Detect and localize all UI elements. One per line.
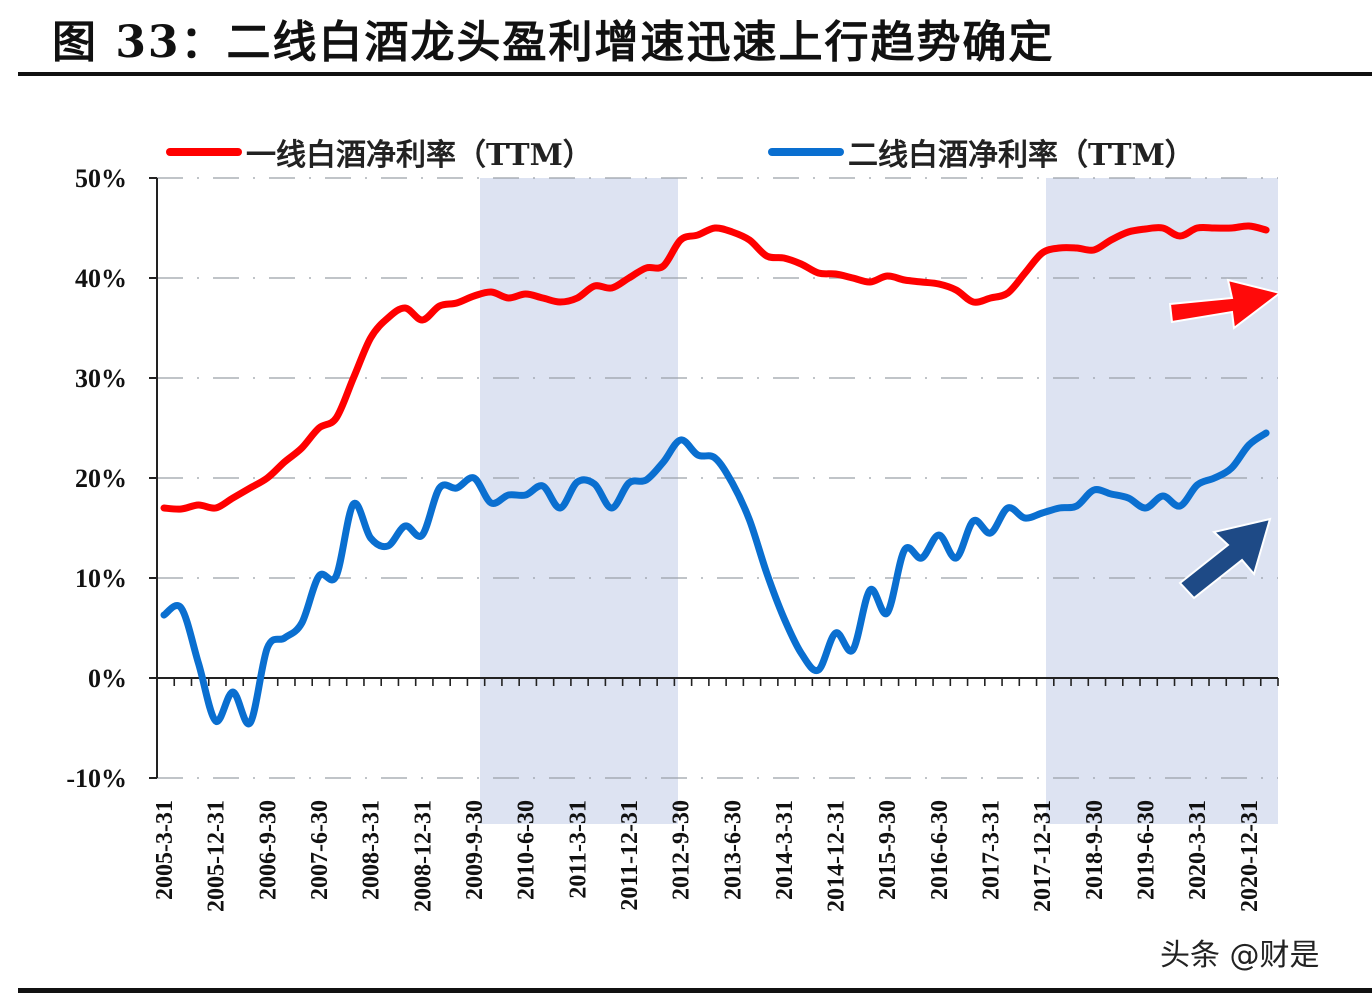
legend-item-tier2: 二线白酒净利率（TTM）	[768, 132, 1195, 173]
gridlines	[157, 177, 1278, 779]
series-line-tier1	[160, 222, 1270, 513]
y-tick-label: -10%	[66, 764, 127, 793]
x-tick-label: 2008-12-31	[410, 800, 436, 912]
x-axis-labels: 2005-3-31 2005-12-31 2006-9-30 2007-6-30 200…	[152, 800, 1263, 912]
x-tick-label: 2017-3-31	[979, 800, 1005, 900]
bottom-divider	[18, 988, 1372, 993]
x-tick-label: 2005-12-31	[204, 800, 230, 912]
x-tick-label: 2015-9-30	[875, 800, 901, 900]
x-tick-label: 2006-9-30	[255, 800, 281, 900]
trend-arrows	[1168, 278, 1283, 600]
red-arrow-icon	[1168, 278, 1283, 330]
x-tick-label: 2018-9-30	[1082, 800, 1108, 900]
series-lines	[160, 222, 1270, 728]
x-tick-label: 2008-3-31	[359, 800, 385, 900]
y-tick-label: 10%	[75, 564, 127, 593]
y-tick-label: 0%	[88, 664, 127, 693]
legend-item-tier1: 一线白酒净利率（TTM）	[166, 132, 593, 173]
x-tick-label: 2014-12-31	[824, 800, 850, 912]
x-tick-label: 2017-12-31	[1030, 800, 1056, 912]
legend-label-tier1: 一线白酒净利率（TTM）	[246, 138, 593, 173]
x-tick-label: 2020-3-31	[1185, 800, 1211, 900]
x-tick-label: 2020-12-31	[1237, 800, 1263, 912]
title-divider	[18, 72, 1372, 76]
legend-swatch-blue	[768, 148, 844, 156]
x-tick-label: 2005-3-31	[152, 800, 178, 900]
watermark: 头条 @财是	[1160, 938, 1320, 973]
axes	[149, 177, 1279, 779]
x-tick-label: 2019-6-30	[1134, 800, 1160, 900]
y-tick-label: 50%	[75, 164, 127, 193]
x-tick-label: 2014-3-31	[772, 800, 798, 900]
x-tick-label: 2016-6-30	[927, 800, 953, 900]
series-line-tier2	[160, 429, 1270, 728]
x-tick-label: 2013-6-30	[720, 800, 746, 900]
x-tick-label: 2011-3-31	[565, 800, 591, 899]
x-tick-label: 2011-12-31	[617, 800, 643, 911]
x-tick-label: 2012-9-30	[669, 800, 695, 900]
y-axis-labels: 50% 40% 30% 20% 10% 0% -10%	[66, 164, 127, 793]
shaded-period	[480, 178, 678, 824]
legend-swatch-red	[166, 148, 242, 156]
x-tick-label: 2007-6-30	[307, 800, 333, 900]
legend-label-tier2: 二线白酒净利率（TTM）	[848, 138, 1195, 173]
y-tick-label: 20%	[75, 464, 127, 493]
figure-title: 图 33：二线白酒龙头盈利增速迅速上行趋势确定	[52, 17, 1055, 68]
y-tick-label: 40%	[75, 264, 127, 293]
y-tick-label: 30%	[75, 364, 127, 393]
x-tick-label: 2010-6-30	[514, 800, 540, 900]
x-tick-label: 2009-9-30	[462, 800, 488, 900]
blue-arrow-icon	[1178, 517, 1272, 600]
